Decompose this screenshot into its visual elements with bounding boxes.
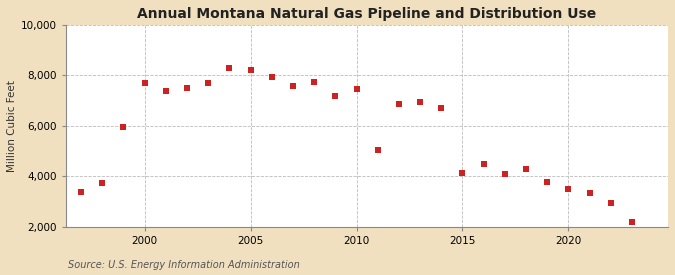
Point	[330, 94, 341, 98]
Point	[373, 148, 383, 152]
Y-axis label: Million Cubic Feet: Million Cubic Feet	[7, 80, 17, 172]
Point	[76, 189, 86, 194]
Point	[97, 181, 107, 185]
Point	[563, 187, 574, 191]
Point	[542, 179, 553, 184]
Point	[224, 66, 235, 70]
Point	[626, 220, 637, 224]
Point	[436, 106, 447, 111]
Point	[394, 102, 404, 107]
Point	[267, 75, 277, 79]
Point	[414, 100, 425, 104]
Point	[605, 201, 616, 205]
Point	[182, 86, 192, 90]
Point	[308, 79, 319, 84]
Point	[161, 88, 171, 93]
Point	[479, 162, 489, 166]
Text: Source: U.S. Energy Information Administration: Source: U.S. Energy Information Administ…	[68, 260, 299, 270]
Point	[351, 87, 362, 92]
Point	[202, 81, 213, 85]
Point	[118, 125, 129, 130]
Point	[457, 170, 468, 175]
Point	[245, 68, 256, 73]
Point	[585, 191, 595, 195]
Title: Annual Montana Natural Gas Pipeline and Distribution Use: Annual Montana Natural Gas Pipeline and …	[138, 7, 597, 21]
Point	[520, 167, 531, 171]
Point	[139, 81, 150, 85]
Point	[288, 83, 298, 88]
Point	[500, 172, 510, 176]
